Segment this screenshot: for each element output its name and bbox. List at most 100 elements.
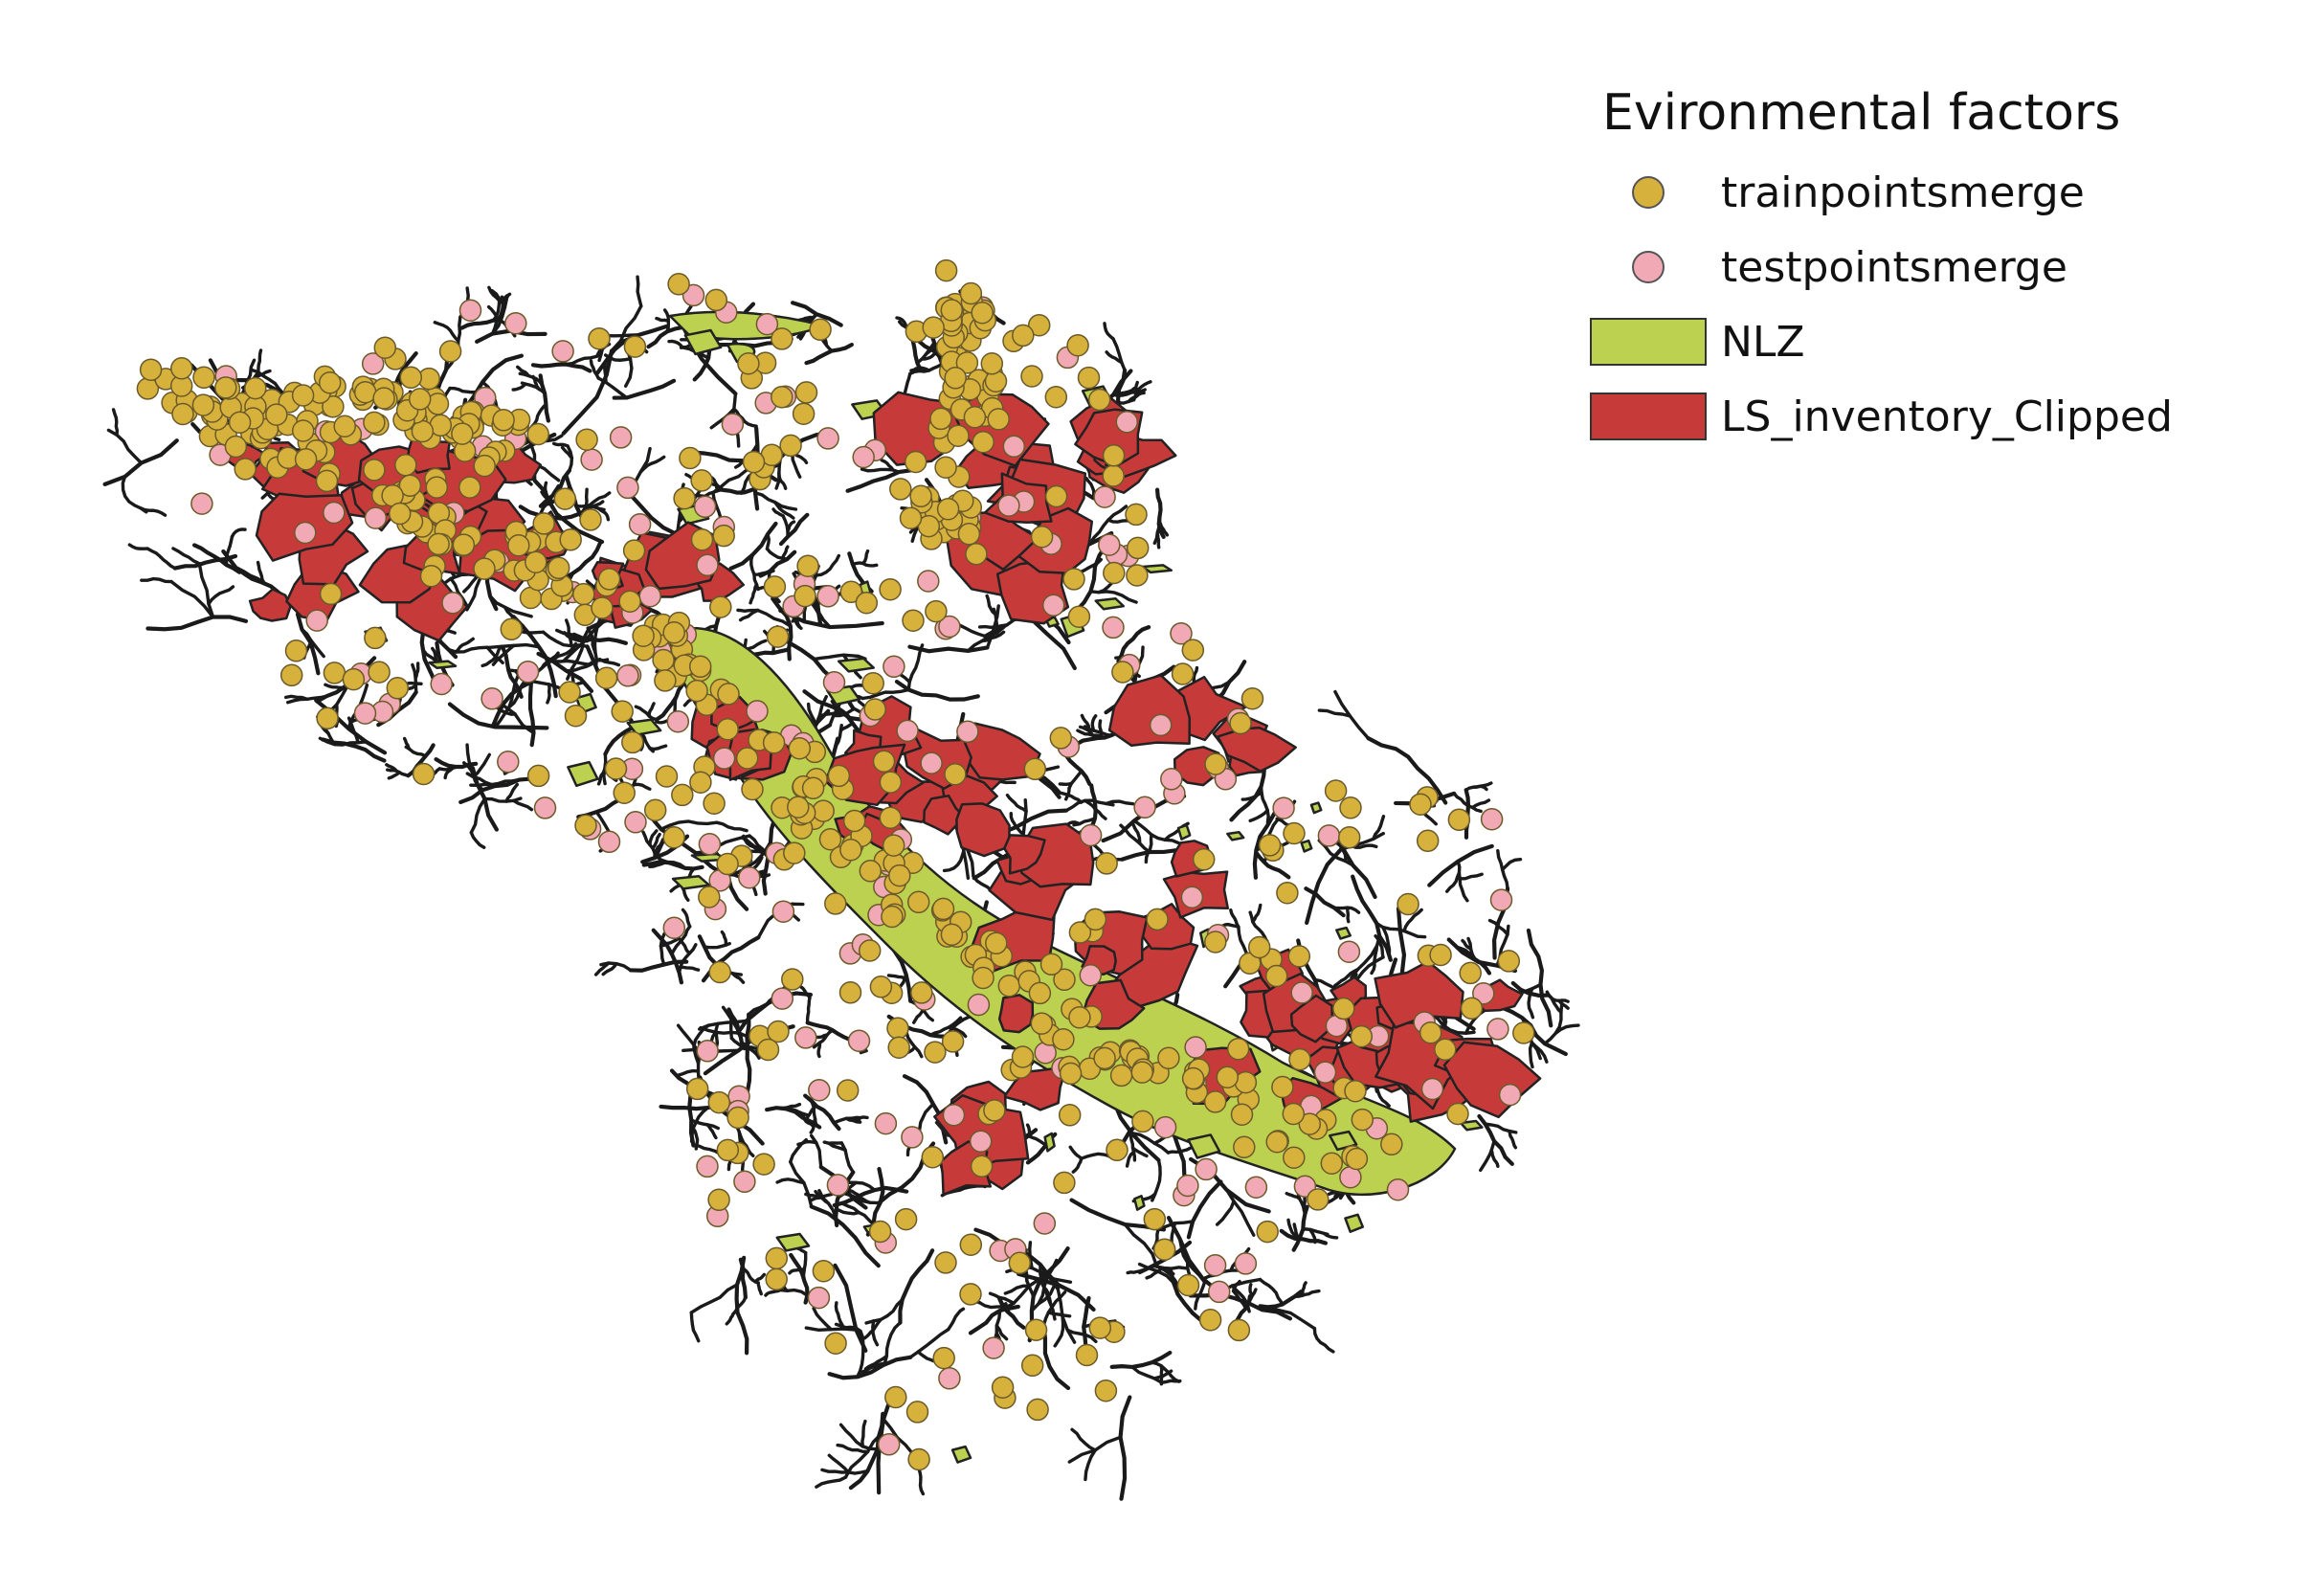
drainage-line xyxy=(257,348,263,374)
test-point xyxy=(755,312,779,336)
train-point xyxy=(594,666,618,689)
drainage-line xyxy=(1489,1148,1500,1169)
train-point xyxy=(894,1207,918,1231)
test-point xyxy=(458,299,482,322)
drainage-line xyxy=(1068,1145,1084,1160)
drainage-line xyxy=(1350,843,1378,849)
train-point xyxy=(425,476,449,499)
drainage-line xyxy=(1260,1308,1317,1331)
train-point xyxy=(717,683,740,706)
train-point xyxy=(458,476,481,499)
train-point xyxy=(704,288,728,312)
train-point xyxy=(662,620,685,644)
drainage-line xyxy=(752,569,775,576)
drainage-line xyxy=(486,304,499,318)
drainage-line xyxy=(1366,736,1448,805)
train-point xyxy=(1157,1046,1180,1070)
drainage-line xyxy=(1317,708,1352,718)
drainage-line xyxy=(485,645,504,664)
train-point xyxy=(412,762,436,786)
train-point xyxy=(708,960,731,984)
train-point xyxy=(690,527,714,551)
drainage-line xyxy=(385,763,399,774)
test-point xyxy=(1170,621,1193,645)
legend-item-nlz: NLZ xyxy=(1589,304,2259,379)
train-point xyxy=(771,327,793,350)
train-point xyxy=(1106,1138,1128,1162)
train-point xyxy=(959,281,983,305)
drainage-line xyxy=(140,576,173,584)
train-point xyxy=(564,704,588,728)
drainage-line xyxy=(1292,1222,1301,1240)
test-point xyxy=(1498,1083,1522,1107)
legend-item-testpoints: testpointsmerge xyxy=(1589,230,2259,304)
train-point xyxy=(955,351,979,374)
train-point xyxy=(1324,779,1348,802)
landslide-polygon xyxy=(1107,674,1192,748)
train-point xyxy=(716,852,739,876)
test-point xyxy=(1207,1280,1231,1304)
train-point xyxy=(1053,1171,1076,1195)
drainage-line xyxy=(654,854,687,870)
train-point xyxy=(394,454,417,477)
test-point xyxy=(1160,768,1183,791)
drainage-line xyxy=(491,298,502,323)
train-point xyxy=(690,469,713,492)
drainage-line xyxy=(1248,910,1269,943)
landslide-polygon xyxy=(923,794,966,836)
train-point xyxy=(910,981,933,1004)
nlz-polygon xyxy=(1094,597,1126,611)
train-point xyxy=(921,1145,945,1169)
train-point xyxy=(839,580,863,604)
train-point xyxy=(809,318,832,342)
test-point xyxy=(480,687,503,710)
test-point xyxy=(883,655,905,679)
drainage-line xyxy=(1004,1302,1013,1316)
drainage-line xyxy=(814,553,841,577)
drainage-line xyxy=(816,1041,822,1059)
test-point xyxy=(1234,1252,1258,1275)
test-point xyxy=(628,512,652,536)
drainage-line xyxy=(1500,857,1523,872)
train-point xyxy=(604,757,628,780)
train-point xyxy=(947,424,970,447)
train-point xyxy=(673,486,696,510)
train-point xyxy=(861,671,884,695)
train-point xyxy=(1447,808,1471,832)
drainage-line xyxy=(1009,811,1025,836)
train-point xyxy=(553,487,577,510)
train-point xyxy=(398,474,422,498)
drainage-line xyxy=(648,829,659,847)
drainage-line xyxy=(856,1329,865,1379)
train-point xyxy=(792,402,816,425)
train-point xyxy=(1012,324,1035,348)
drainage-line xyxy=(851,1115,869,1120)
drainage-line xyxy=(145,547,177,571)
train-point xyxy=(526,764,550,788)
train-point xyxy=(643,798,667,822)
train-point xyxy=(801,776,825,800)
train-point xyxy=(1094,1379,1118,1402)
drainage-line xyxy=(1479,1139,1496,1173)
drainage-line xyxy=(659,937,679,948)
drainage-line xyxy=(833,1263,868,1353)
drainage-line xyxy=(756,1281,763,1296)
drainage-line xyxy=(786,520,796,533)
drainage-line xyxy=(691,1127,700,1151)
train-point xyxy=(500,617,524,641)
drainage-line xyxy=(980,630,1006,643)
train-point xyxy=(316,706,339,730)
train-point xyxy=(944,763,967,786)
train-point xyxy=(1102,464,1125,487)
nlz-polygon-symbol xyxy=(1589,316,1708,368)
drainage-line xyxy=(488,594,533,618)
drainage-line xyxy=(1154,487,1166,539)
test-point xyxy=(1079,823,1103,847)
drainage-line xyxy=(898,1248,935,1325)
drainage-line xyxy=(1293,1289,1321,1298)
test-point xyxy=(874,1111,898,1135)
train-point xyxy=(940,299,964,322)
drainage-line xyxy=(1123,1222,1159,1268)
train-point xyxy=(1247,935,1271,959)
drainage-line xyxy=(1041,1322,1071,1391)
